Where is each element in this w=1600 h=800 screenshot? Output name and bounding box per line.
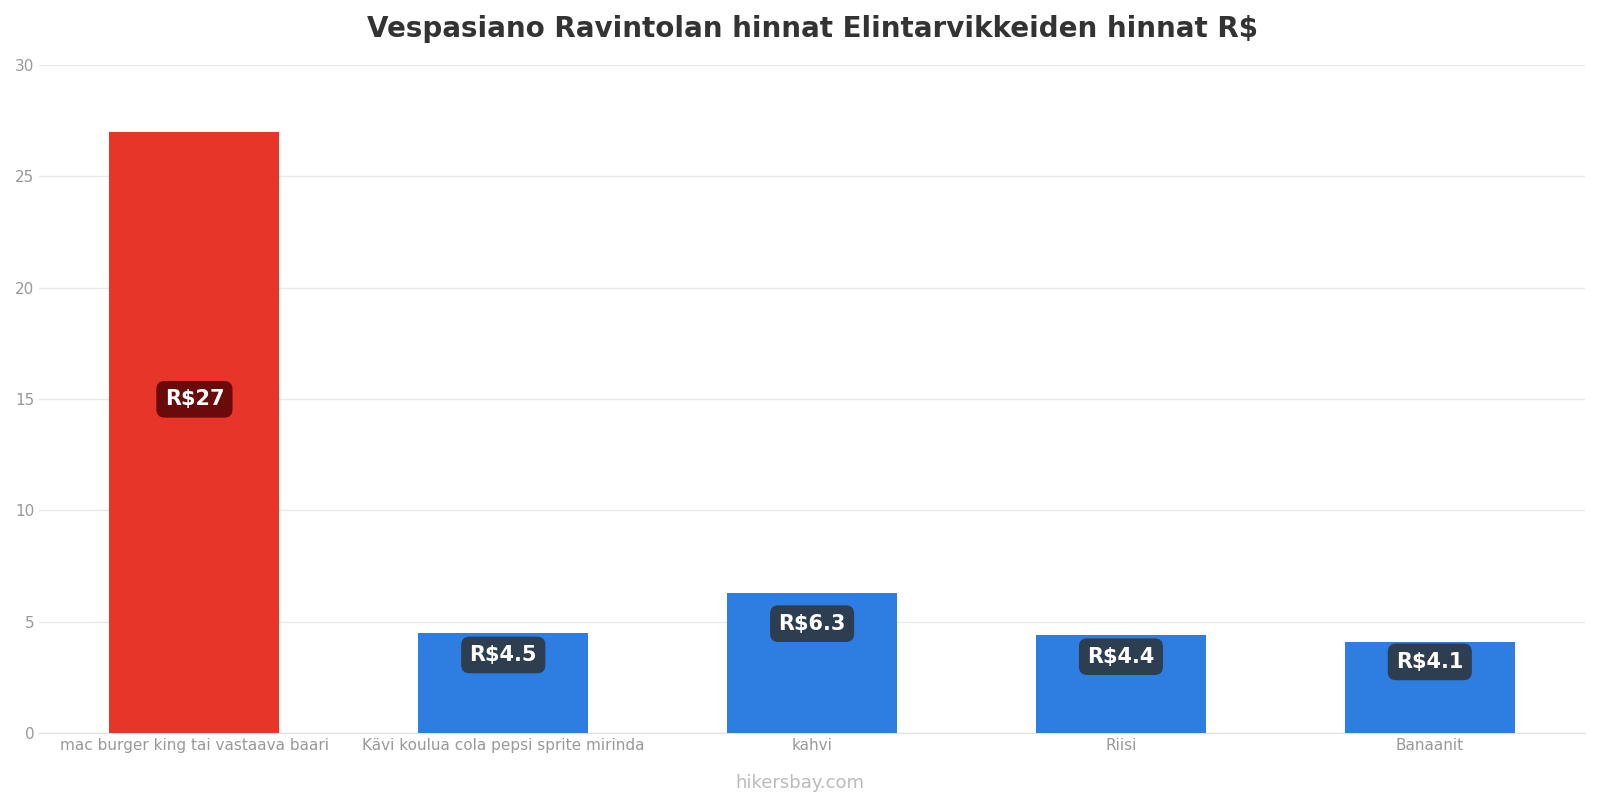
Title: Vespasiano Ravintolan hinnat Elintarvikkeiden hinnat R$: Vespasiano Ravintolan hinnat Elintarvikk… [366, 15, 1258, 43]
Text: R$27: R$27 [165, 390, 224, 410]
Bar [109, 132, 280, 733]
Text: hikersbay.com: hikersbay.com [736, 774, 864, 792]
Text: R$4.1: R$4.1 [1397, 652, 1464, 672]
Bar [418, 633, 589, 733]
Text: R$4.4: R$4.4 [1088, 646, 1155, 666]
Bar [1346, 642, 1515, 733]
Bar [726, 593, 898, 733]
Text: R$6.3: R$6.3 [779, 614, 846, 634]
Text: R$4.5: R$4.5 [469, 645, 538, 665]
Bar [1037, 635, 1206, 733]
